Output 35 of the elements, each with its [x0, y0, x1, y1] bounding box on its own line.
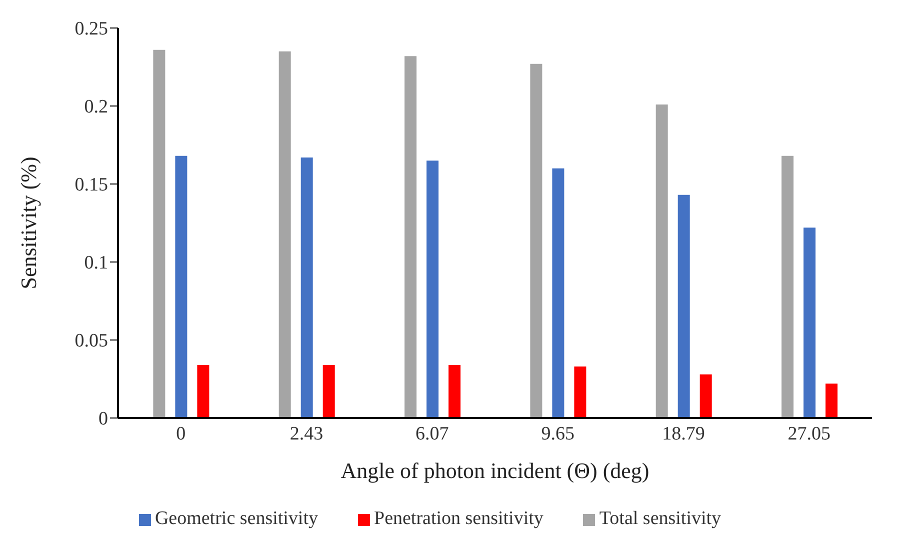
legend-label: Geometric sensitivity: [154, 508, 318, 529]
y-tick-label: 0.15: [74, 174, 108, 196]
bar: [804, 228, 816, 418]
bar: [574, 366, 586, 418]
y-tick-label: 0.25: [74, 18, 108, 40]
x-tick-label: 0: [176, 423, 186, 444]
bar: [678, 194, 690, 418]
bar: [175, 156, 188, 418]
x-tick-label: 18.79: [662, 423, 705, 444]
bar: [530, 64, 542, 418]
x-axis-title: Angle of photon incident (Θ) (deg): [340, 458, 650, 483]
bar: [782, 156, 794, 418]
y-tick-label: 0.05: [74, 330, 108, 352]
bar: [700, 374, 712, 418]
y-axis-title: Sensitivity (%): [16, 156, 41, 290]
bar: [153, 50, 166, 418]
y-tick-label: 0.2: [84, 96, 108, 118]
bar: [826, 384, 838, 418]
x-tick-label: 6.07: [416, 423, 449, 444]
bar: [552, 168, 564, 418]
x-tick-label: 27.05: [788, 423, 831, 444]
bar: [300, 157, 313, 418]
bar: [426, 160, 439, 418]
bar: [322, 364, 335, 418]
y-tick-label: 0: [98, 408, 108, 430]
legend-label: Total sensitivity: [599, 508, 722, 529]
x-tick-label: 9.65: [541, 423, 574, 444]
x-tick-label: 2.43: [290, 423, 324, 444]
y-tick-label: 0.1: [84, 252, 108, 274]
bar: [278, 51, 291, 418]
legend-label: Penetration sensitivity: [374, 508, 544, 529]
bar: [197, 364, 210, 418]
bar: [448, 364, 461, 418]
bar: [404, 56, 417, 418]
bar: [656, 104, 668, 418]
